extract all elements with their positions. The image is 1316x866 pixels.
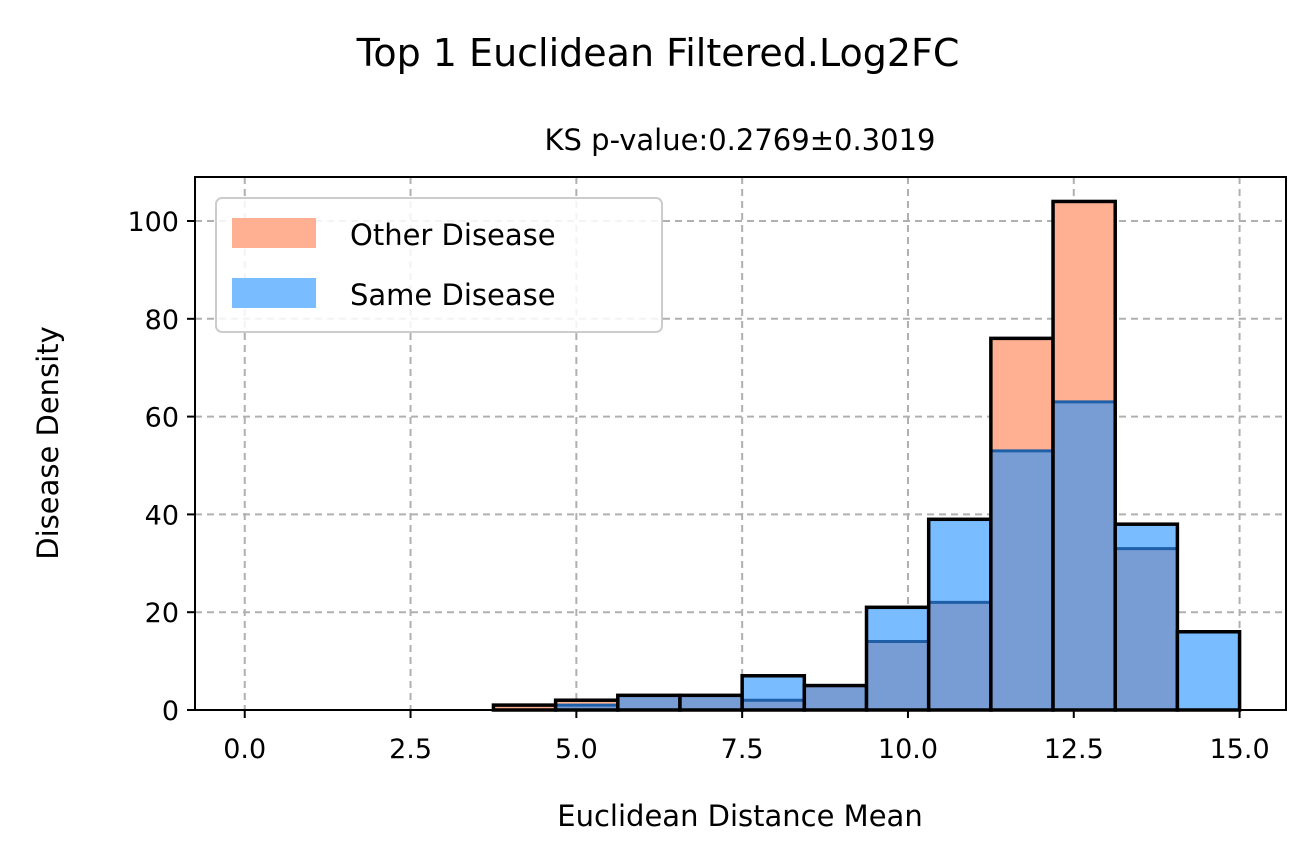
bar-other-disease-12 [990, 338, 1054, 451]
axis-ticks: 0.0 2.5 5.0 7.5 10.0 12.5 15.0 0 20 40 60 80 100 [127, 207, 1269, 765]
legend-swatch-0 [232, 218, 316, 248]
x-tick-label-2: 5.0 [555, 734, 598, 765]
y-tick-label-3: 60 [145, 403, 179, 434]
x-tick-label-6: 15.0 [1210, 734, 1270, 765]
chart-title: Top 1 Euclidean Filtered.Log2FC [356, 31, 960, 75]
y-tick-label-5: 100 [127, 207, 179, 238]
bar-same-disease-14 [1115, 524, 1178, 549]
bar-overlap-8 [742, 700, 805, 710]
x-tick-label-4: 10.0 [878, 734, 938, 765]
legend-swatch-1 [232, 278, 316, 308]
bar-other-disease-13 [1053, 201, 1116, 402]
legend: Other Disease Same Disease [215, 197, 663, 333]
x-tick-label-1: 2.5 [389, 734, 432, 765]
bar-same-disease-11 [928, 519, 991, 603]
y-tick-label-0: 0 [162, 696, 179, 727]
bar-other-disease-5 [555, 700, 618, 706]
bar-other-disease-4 [493, 705, 556, 710]
y-tick-label-4: 80 [145, 305, 179, 336]
histogram-bars [491, 199, 1242, 712]
bar-overlap-13 [1053, 401, 1116, 710]
x-axis-label: Euclidean Distance Mean [557, 799, 922, 833]
plot-frame [194, 176, 1287, 711]
y-tick-label-1: 20 [145, 598, 179, 629]
bar-overlap-14 [1115, 548, 1178, 710]
bar-same-disease-15 [1177, 631, 1240, 710]
x-tick-label-0: 0.0 [223, 734, 266, 765]
y-axis-label: Disease Density [31, 326, 65, 560]
bar-overlap-9 [804, 685, 867, 710]
x-tick-label-3: 7.5 [721, 734, 764, 765]
legend-box [215, 197, 663, 333]
chart-subtitle: KS p-value:0.2769±0.3019 [545, 123, 936, 157]
bar-overlap-5 [555, 705, 618, 710]
legend-label-0: Other Disease [350, 218, 556, 252]
legend-label-1: Same Disease [350, 278, 556, 312]
bar-overlap-7 [679, 695, 743, 710]
y-tick-label-2: 40 [145, 500, 179, 531]
bar-same-disease-10 [866, 607, 929, 642]
bar-overlap-12 [990, 450, 1054, 710]
bar-overlap-6 [617, 695, 680, 710]
bar-same-disease-8 [742, 675, 805, 701]
bar-overlap-10 [866, 641, 929, 710]
bar-overlap-11 [928, 602, 991, 710]
x-tick-label-5: 12.5 [1044, 734, 1104, 765]
